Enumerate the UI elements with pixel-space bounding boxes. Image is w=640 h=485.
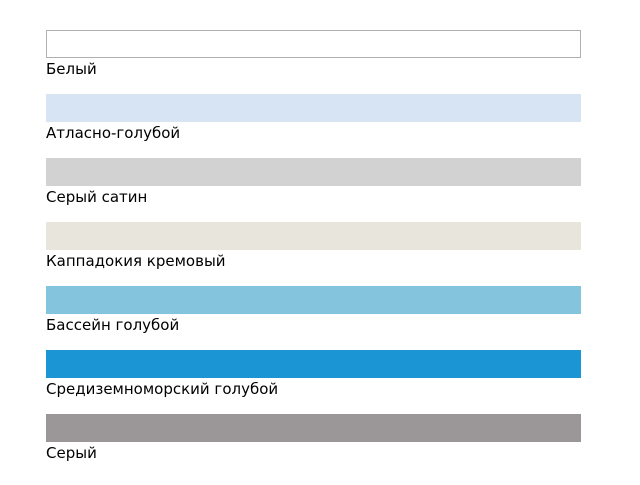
color-swatch[interactable] (46, 94, 581, 122)
color-swatch[interactable] (46, 414, 581, 442)
color-swatch-label: Атласно-голубой (46, 124, 181, 142)
color-row[interactable]: Серый сатин (46, 158, 581, 208)
color-row[interactable]: Серый (46, 414, 581, 464)
color-swatch[interactable] (46, 286, 581, 314)
color-row[interactable]: Средиземноморский голубой (46, 350, 581, 400)
color-swatch[interactable] (46, 158, 581, 186)
color-swatch-label: Серый сатин (46, 188, 148, 206)
color-row[interactable]: Каппадокия кремовый (46, 222, 581, 272)
color-row[interactable]: Бассейн голубой (46, 286, 581, 336)
color-swatch-label: Каппадокия кремовый (46, 252, 226, 270)
color-swatch-label: Бассейн голубой (46, 316, 180, 334)
color-swatch-list: Белый Атласно-голубой Серый сатин Каппадоки… (46, 30, 581, 478)
color-swatch[interactable] (46, 350, 581, 378)
color-swatch-label: Средиземноморский голубой (46, 380, 279, 398)
color-row[interactable]: Атласно-голубой (46, 94, 581, 144)
color-row[interactable]: Белый (46, 30, 581, 80)
color-swatch-label: Серый (46, 444, 97, 462)
color-swatch[interactable] (46, 222, 581, 250)
color-swatch-label: Белый (46, 60, 97, 78)
color-swatch[interactable] (46, 30, 581, 58)
